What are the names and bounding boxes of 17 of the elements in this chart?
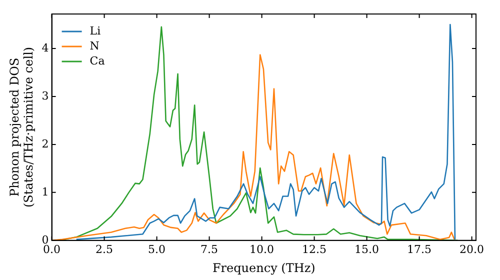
x-tick-label: 20.0 (460, 242, 484, 256)
legend-label: Li (90, 24, 102, 38)
y-tick-label: 2 (42, 137, 49, 150)
y-tick-label: 3 (42, 89, 49, 102)
x-axis-title: Frequency (THz) (212, 260, 316, 275)
x-tick-label: 7.5 (200, 242, 218, 256)
x-tick-label: 2.5 (96, 242, 114, 256)
x-tick-label: 5.0 (148, 242, 166, 256)
x-tick-label: 17.5 (407, 242, 432, 256)
x-tick-label: 10.0 (250, 242, 274, 256)
y-tick-label: 1 (42, 185, 49, 198)
x-tick-label: 12.5 (302, 242, 327, 256)
legend-label: Ca (90, 54, 106, 68)
y-axis-title: Phonon projected DOS (States/THz·primitive cell) (7, 46, 36, 208)
x-tick-label: 15.0 (354, 242, 380, 256)
legend-label: N (90, 39, 100, 52)
y-tick-label: 4 (42, 41, 49, 54)
